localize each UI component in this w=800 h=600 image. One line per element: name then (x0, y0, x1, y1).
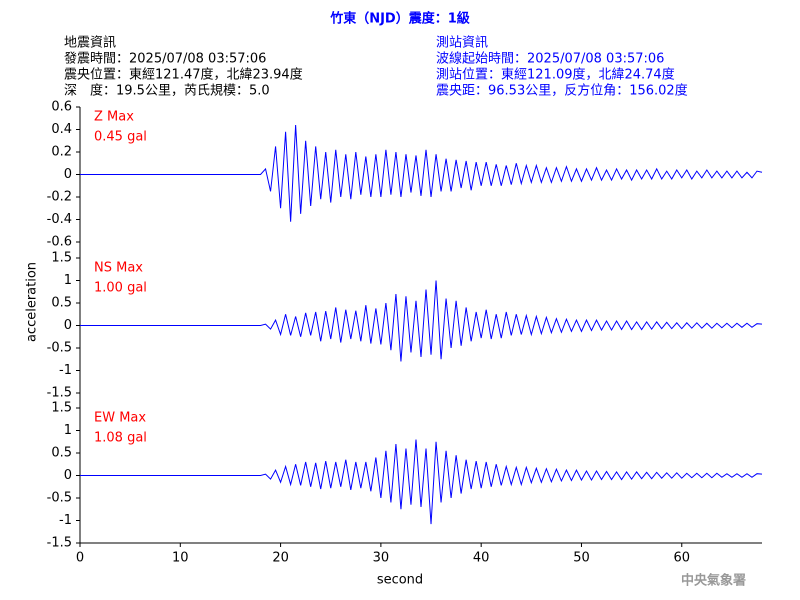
x-tick-label: 50 (573, 551, 590, 566)
waveform (80, 124, 763, 222)
station-info-line: 震央距：96.53公里，反方位角：156.02度 (436, 83, 688, 99)
y-tick-label: 0.6 (51, 100, 72, 115)
y-tick-label: -0.2 (47, 190, 72, 205)
x-axis-label: second (377, 573, 423, 588)
y-tick-label: -0.4 (47, 212, 72, 227)
panel-annotation: EW Max (94, 411, 146, 426)
y-tick-label: -1.5 (47, 386, 72, 401)
eq-info-line: 發震時間：2025/07/08 03:57:06 (64, 52, 266, 67)
y-tick-label: -1 (59, 513, 72, 528)
y-tick-label: 1.5 (51, 251, 72, 266)
waveform (80, 439, 763, 525)
y-tick-label: 1 (64, 423, 72, 438)
y-tick-label: 0.4 (51, 122, 72, 137)
panel-annotation: 1.00 gal (94, 281, 147, 296)
y-tick-label: 0 (64, 468, 72, 483)
station-info-heading: 測站資訊 (436, 36, 488, 51)
station-info-line: 測站位置：東經121.09度，北緯24.74度 (436, 67, 675, 83)
x-tick-label: 60 (673, 551, 690, 566)
x-tick-label: 30 (373, 551, 390, 566)
x-tick-label: 10 (172, 551, 189, 566)
y-axis-label: acceleration (25, 262, 40, 342)
x-tick-label: 40 (473, 551, 490, 566)
panel-annotation: Z Max (94, 110, 134, 125)
y-tick-label: 0 (64, 167, 72, 182)
y-tick-label: -0.6 (47, 235, 72, 250)
y-tick-label: 0.5 (51, 296, 72, 311)
y-tick-label: 0 (64, 318, 72, 333)
x-tick-label: 20 (272, 551, 289, 566)
y-tick-label: 1.5 (51, 401, 72, 416)
waveform (80, 280, 763, 362)
y-tick-label: -1.5 (47, 536, 72, 551)
y-tick-label: 1 (64, 273, 72, 288)
eq-info-heading: 地震資訊 (64, 36, 116, 51)
y-tick-label: 0.5 (51, 446, 72, 461)
footer: 中央氣象署 (681, 573, 746, 589)
panel-annotation: 0.45 gal (94, 130, 147, 145)
y-tick-label: -0.5 (47, 341, 72, 356)
eq-info-line: 震央位置：東經121.47度，北緯23.94度 (64, 67, 303, 83)
y-tick-label: 0.2 (51, 145, 72, 160)
y-tick-label: -0.5 (47, 491, 72, 506)
panel-annotation: NS Max (94, 261, 143, 276)
eq-info-line: 深 度：19.5公里，芮氏規模：5.0 (64, 83, 270, 99)
title: 竹東（NJD）震度：1級 (329, 11, 470, 27)
y-tick-label: -1 (59, 363, 72, 378)
panel-annotation: 1.08 gal (94, 431, 147, 446)
station-info-line: 波線起始時間：2025/07/08 03:57:06 (436, 51, 664, 67)
x-tick-label: 0 (76, 551, 84, 566)
